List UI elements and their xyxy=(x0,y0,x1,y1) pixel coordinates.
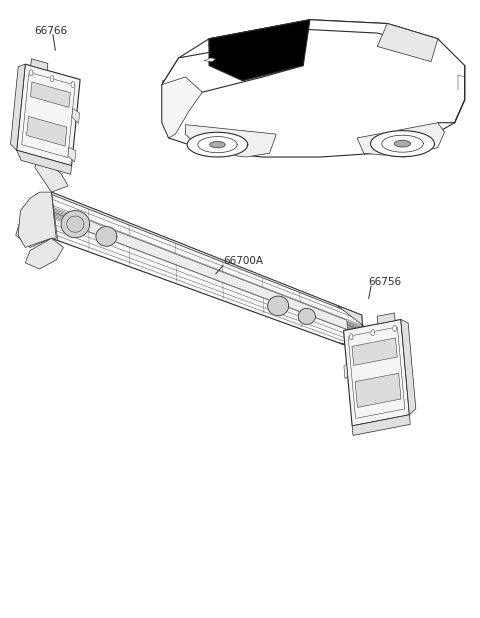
Polygon shape xyxy=(377,23,438,62)
Polygon shape xyxy=(337,305,393,352)
Polygon shape xyxy=(393,325,396,331)
Polygon shape xyxy=(209,20,438,46)
Polygon shape xyxy=(18,192,56,247)
Text: 66700A: 66700A xyxy=(223,256,263,266)
Polygon shape xyxy=(371,329,375,336)
Text: 66756: 66756 xyxy=(369,277,402,287)
Polygon shape xyxy=(26,116,67,146)
Polygon shape xyxy=(17,150,72,174)
Polygon shape xyxy=(349,334,353,340)
Polygon shape xyxy=(51,192,362,317)
Polygon shape xyxy=(344,364,348,379)
Polygon shape xyxy=(96,227,117,246)
Polygon shape xyxy=(185,125,276,157)
Polygon shape xyxy=(11,64,25,150)
Polygon shape xyxy=(67,212,348,329)
Polygon shape xyxy=(16,192,58,247)
Polygon shape xyxy=(204,58,216,62)
Polygon shape xyxy=(395,140,410,147)
Polygon shape xyxy=(72,108,80,124)
Polygon shape xyxy=(35,155,68,192)
Polygon shape xyxy=(210,142,225,148)
Polygon shape xyxy=(17,64,80,166)
Text: 66766: 66766 xyxy=(34,25,67,35)
Polygon shape xyxy=(377,313,395,324)
Polygon shape xyxy=(371,130,434,157)
Polygon shape xyxy=(30,82,71,108)
Polygon shape xyxy=(29,70,33,76)
Polygon shape xyxy=(344,320,409,426)
Polygon shape xyxy=(61,211,90,238)
Polygon shape xyxy=(298,308,315,324)
Polygon shape xyxy=(357,123,444,157)
Polygon shape xyxy=(50,75,54,82)
Polygon shape xyxy=(162,77,202,138)
Polygon shape xyxy=(71,82,75,88)
Polygon shape xyxy=(68,147,76,162)
Polygon shape xyxy=(401,320,416,415)
Polygon shape xyxy=(162,20,465,157)
Polygon shape xyxy=(31,59,48,70)
Polygon shape xyxy=(187,132,248,157)
Polygon shape xyxy=(268,296,288,316)
Polygon shape xyxy=(355,373,401,407)
Polygon shape xyxy=(51,192,364,352)
Polygon shape xyxy=(209,20,310,81)
Polygon shape xyxy=(25,239,63,269)
Polygon shape xyxy=(162,43,303,92)
Polygon shape xyxy=(352,415,410,436)
Polygon shape xyxy=(352,338,397,365)
